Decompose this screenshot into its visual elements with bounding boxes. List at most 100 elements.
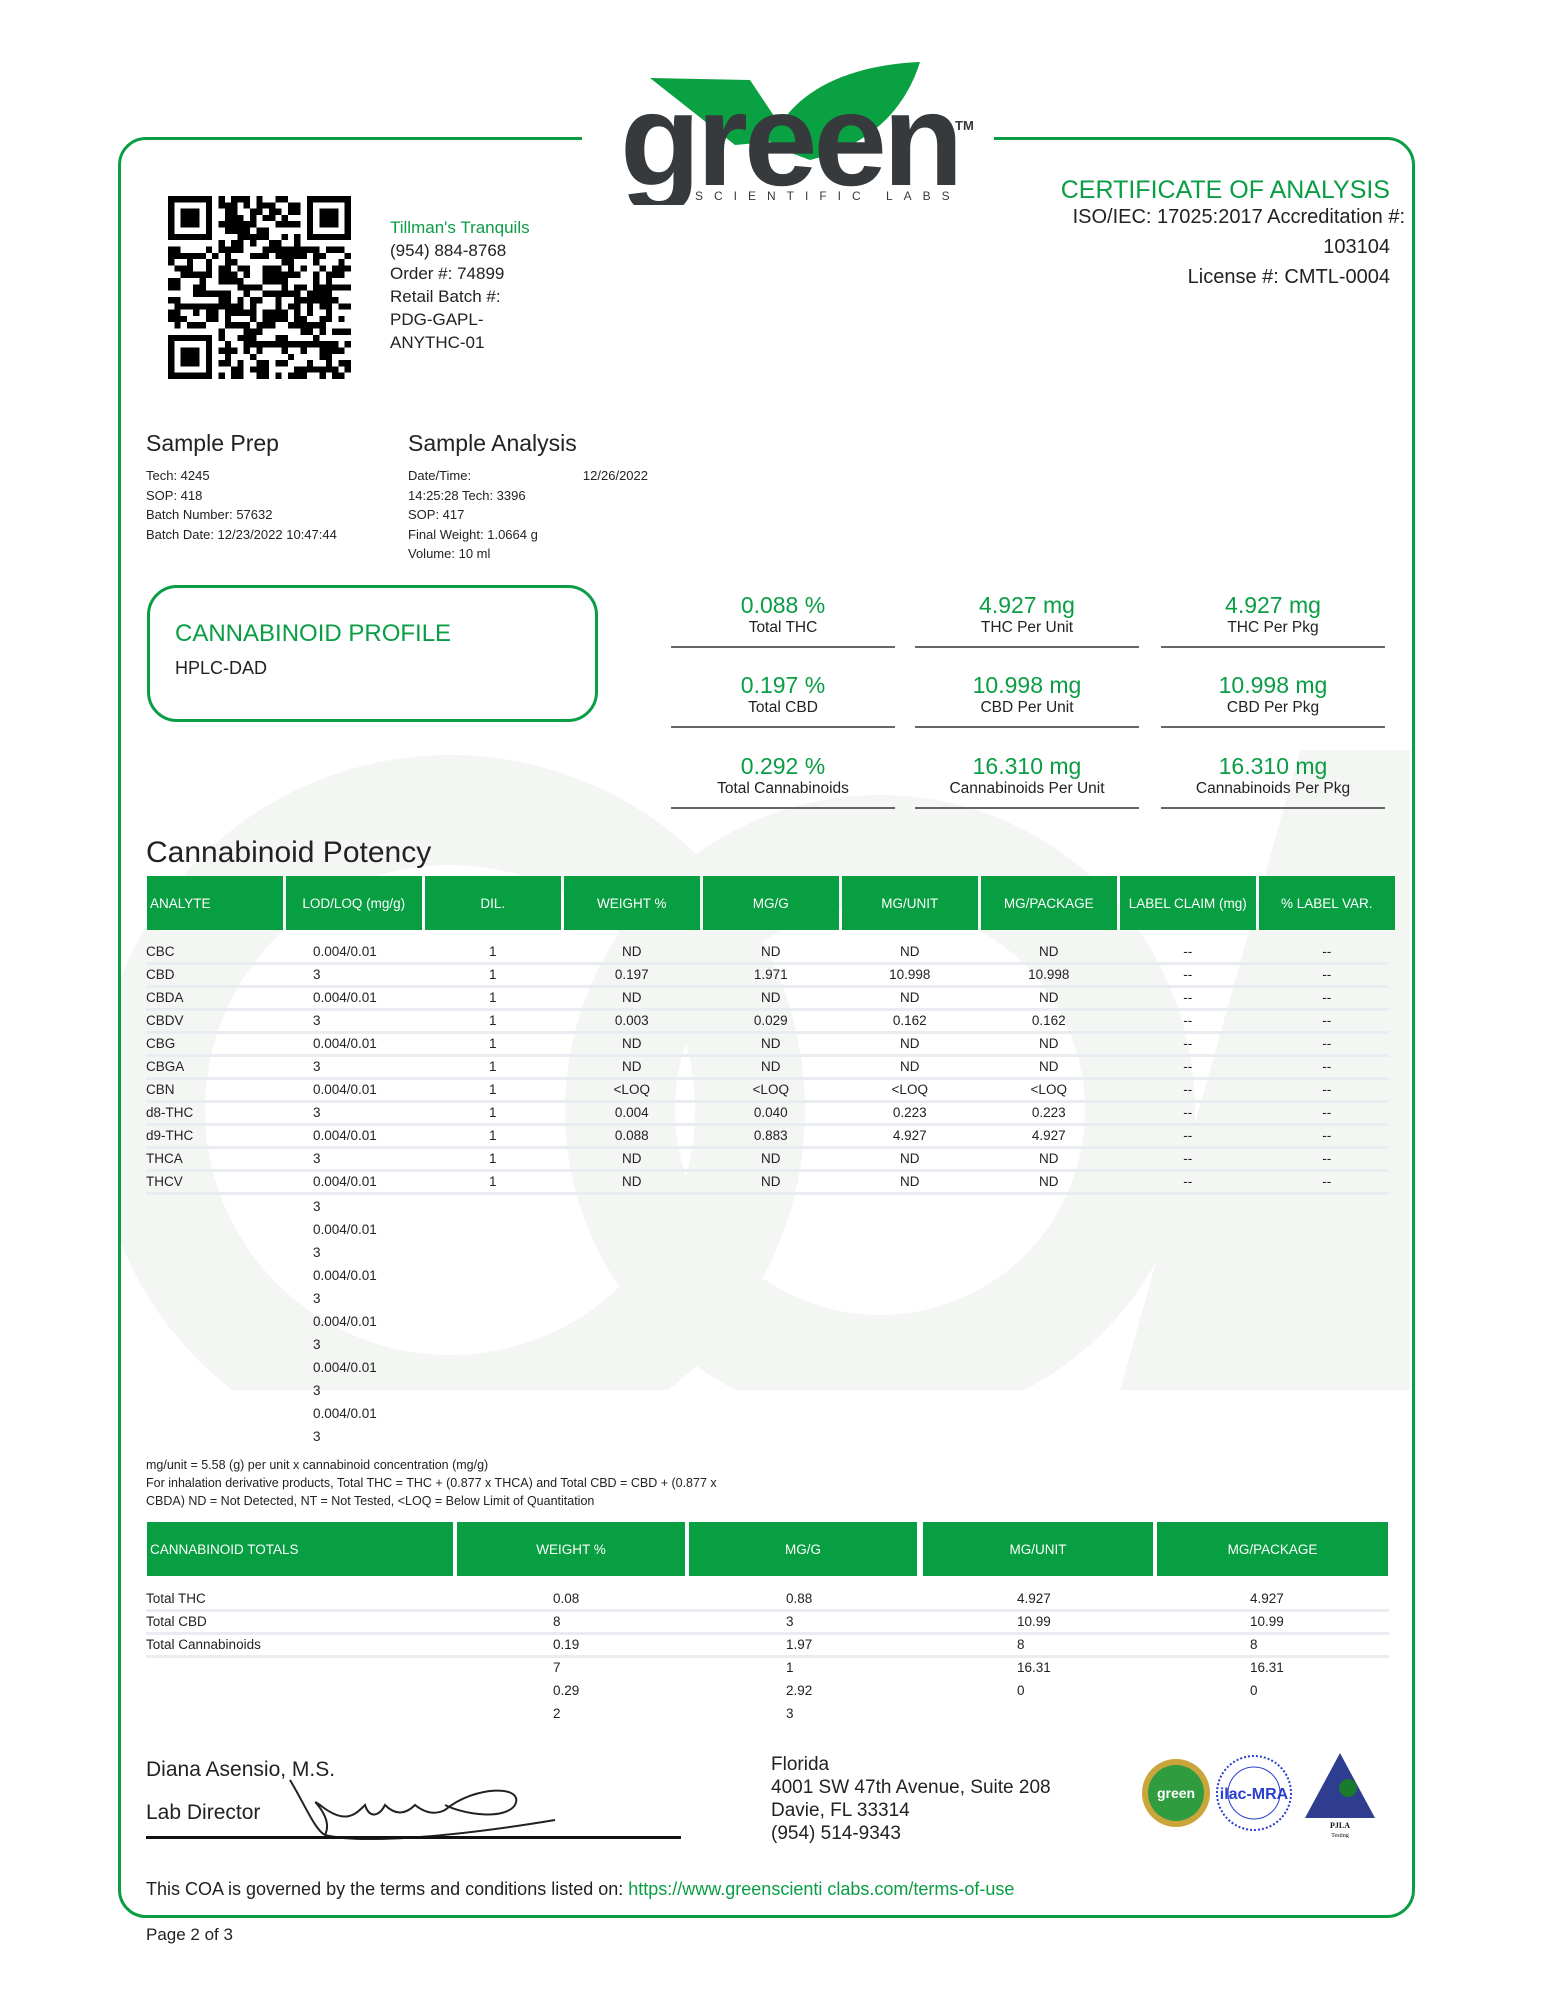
pjla-badge: PJLA Testing xyxy=(1305,1753,1375,1838)
address-line: Florida xyxy=(771,1754,830,1775)
table-cell: ND xyxy=(622,1059,642,1074)
table-cell: -- xyxy=(1322,967,1332,982)
green-seal-badge: green xyxy=(1142,1759,1210,1827)
total-value: 16.31 xyxy=(1017,1660,1051,1675)
lod-overflow-text: 0.004/0.01 xyxy=(313,1406,377,1421)
table-row: CBD 3 1 0.197 1.971 10.998 10.998 -- -- xyxy=(146,965,1389,988)
total-value: 1 xyxy=(786,1660,794,1675)
summary-label: Total THC xyxy=(748,619,818,636)
footnote: CBDA) ND = Not Detected, NT = Not Tested… xyxy=(146,1494,595,1508)
table-cell: 1 xyxy=(488,1174,497,1189)
signature-image xyxy=(289,1779,556,1840)
table-cell: -- xyxy=(1183,990,1193,1005)
table-cell: -- xyxy=(1183,1036,1193,1051)
table-cell: 4.927 xyxy=(1031,1128,1066,1143)
sample-analysis-title: Sample Analysis xyxy=(408,430,577,456)
totals-row: Total THC xyxy=(146,1589,1389,1612)
total-value: 7 xyxy=(553,1660,561,1675)
table-cell: 1 xyxy=(488,990,497,1005)
iso-accreditation: ISO/IEC: 17025:2017 Accreditation #: xyxy=(1072,206,1405,228)
summary-value: 16.310 mg xyxy=(1218,753,1328,779)
table-row: CBGA 3 1 ND ND ND ND -- -- xyxy=(146,1057,1389,1080)
summary-cell: 16.310 mg Cannabinoids Per Unit xyxy=(915,753,1139,809)
table-cell: 0.162 xyxy=(892,1013,927,1028)
license-number: License #: CMTL-0004 xyxy=(1187,266,1390,288)
summary-label: CBD Per Pkg xyxy=(1226,699,1320,716)
totals-row: Total CBD xyxy=(146,1612,1389,1635)
total-value: 2 xyxy=(553,1706,561,1721)
table-row: CBDA 0.004/0.01 1 ND ND ND ND -- -- xyxy=(146,988,1389,1011)
qr-code[interactable] xyxy=(168,196,351,379)
column-header: MG/PACKAGE xyxy=(981,876,1117,930)
summary-cell: 10.998 mg CBD Per Unit xyxy=(915,672,1139,728)
prep-line: Tech: 4245 xyxy=(146,468,210,483)
address-line: 4001 SW 47th Avenue, Suite 208 xyxy=(771,1777,1051,1798)
accreditation-number: 103104 xyxy=(1323,236,1390,258)
table-cell: CBD xyxy=(146,967,175,982)
retail-batch-1: PDG-GAPL- xyxy=(390,310,484,329)
prep-line: SOP: 418 xyxy=(146,487,203,503)
column-header: WEIGHT % xyxy=(564,876,700,930)
table-cell: 1 xyxy=(488,1036,497,1051)
signature-line xyxy=(146,1836,681,1839)
summary-value: 4.927 mg xyxy=(1225,592,1321,618)
table-cell: 0.004 xyxy=(614,1105,649,1120)
table-cell: -- xyxy=(1183,1151,1193,1166)
prep-line: Batch Number: 57632 xyxy=(146,507,273,522)
table-cell: ND xyxy=(1039,990,1059,1005)
total-value: 8 xyxy=(553,1614,561,1629)
table-cell: CBG xyxy=(146,1036,176,1051)
svg-text:green: green xyxy=(620,66,959,205)
sample-prep-details: Tech: 4245 SOP: 418 Batch Number: 57632 … xyxy=(146,466,337,544)
table-cell: ND xyxy=(622,1174,642,1189)
total-value: 4.927 xyxy=(1017,1591,1051,1606)
table-cell: -- xyxy=(1322,1151,1332,1166)
lab-address: Florida 4001 SW 47th Avenue, Suite 208 D… xyxy=(771,1753,1051,1845)
total-value: 0.29 xyxy=(553,1683,580,1698)
total-value: 10.99 xyxy=(1250,1614,1284,1629)
table-row: THCV 0.004/0.01 1 ND ND ND ND -- -- xyxy=(146,1172,1389,1195)
client-phone: (954) 884-8768 xyxy=(390,241,507,260)
table-cell: -- xyxy=(1322,1036,1332,1051)
lod-overflow-text: 0.004/0.01 xyxy=(313,1360,377,1375)
summary-cell: 4.927 mg THC Per Pkg xyxy=(1161,592,1385,648)
table-cell: 0.162 xyxy=(1031,1013,1066,1028)
svg-text:ilac-MRA: ilac-MRA xyxy=(1220,1786,1289,1803)
table-cell: 0.040 xyxy=(753,1105,788,1120)
analysis-date: 12/26/2022 xyxy=(582,468,648,483)
table-cell: ND xyxy=(900,944,920,959)
summary-label: Cannabinoids Per Unit xyxy=(949,780,1105,797)
lod-overflow-text: 3 xyxy=(313,1199,321,1214)
table-row: d8-THC 3 1 0.004 0.040 0.223 0.223 -- -- xyxy=(146,1103,1389,1126)
table-cell: 1 xyxy=(488,944,497,959)
table-cell: <LOQ xyxy=(752,1082,789,1097)
director-name: Diana Asensio, M.S. xyxy=(146,1758,336,1781)
table-cell: CBN xyxy=(146,1082,175,1097)
table-cell: -- xyxy=(1322,1105,1332,1120)
terms-link[interactable]: https://www.greenscienti clabs.com/terms… xyxy=(628,1879,1015,1899)
table-cell: ND xyxy=(900,1151,920,1166)
total-value: 0 xyxy=(1250,1683,1258,1698)
total-value: 0 xyxy=(1017,1683,1025,1698)
analysis-line: Volume: 10 ml xyxy=(408,546,491,561)
total-name: Total THC xyxy=(146,1591,206,1606)
table-cell: 1 xyxy=(488,967,497,982)
column-header: MG/UNIT xyxy=(842,876,978,930)
sample-prep-title: Sample Prep xyxy=(146,430,279,456)
table-cell: 0.883 xyxy=(753,1128,788,1143)
table-cell: -- xyxy=(1322,1082,1332,1097)
column-header: LOD/LOQ (mg/g) xyxy=(286,876,422,930)
lod-overflow-text: 3 xyxy=(313,1245,321,1260)
column-header: % LABEL VAR. xyxy=(1259,876,1395,930)
summary-value: 10.998 mg xyxy=(1218,672,1328,698)
table-cell: 0.004/0.01 xyxy=(313,1128,377,1143)
total-value: 0.88 xyxy=(786,1591,813,1606)
lod-overflow-text: 3 xyxy=(313,1337,321,1352)
analysis-line: 14:25:28 Tech: 3396 xyxy=(408,487,526,503)
retail-batch-2: ANYTHC-01 xyxy=(390,333,485,352)
table-cell: 0.223 xyxy=(892,1105,927,1120)
table-cell: 1 xyxy=(488,1082,497,1097)
table-cell: <LOQ xyxy=(613,1082,650,1097)
summary-value: 4.927 mg xyxy=(979,592,1075,618)
table-cell: 0.088 xyxy=(614,1128,649,1143)
